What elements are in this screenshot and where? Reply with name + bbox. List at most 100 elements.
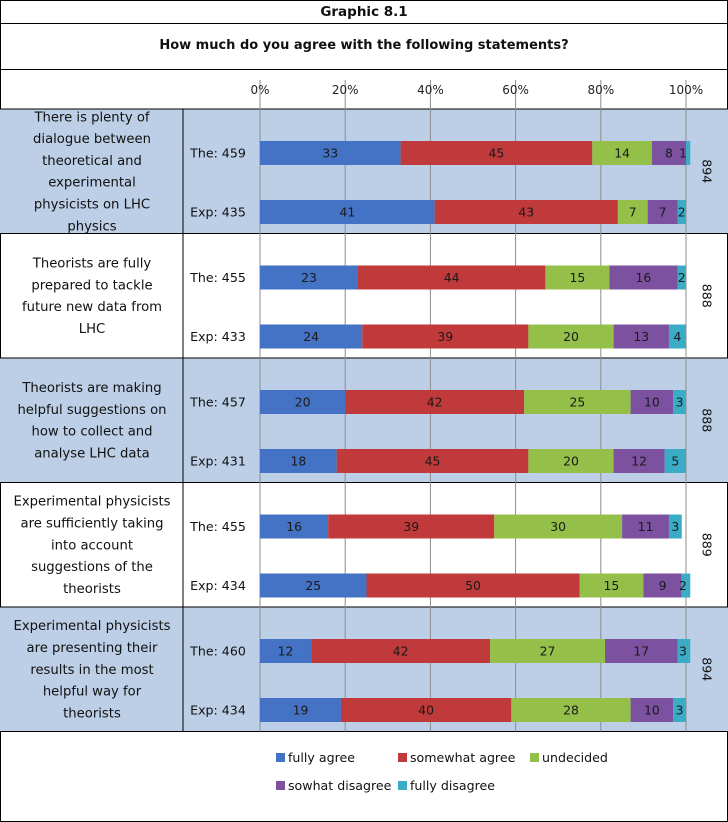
bar-segment (664, 449, 686, 473)
bar-value-label: 12 (631, 454, 647, 469)
bar-value-label: 14 (614, 146, 630, 161)
row-label: The: 455 (189, 519, 246, 534)
bar-value-label: 7 (629, 205, 637, 220)
bar-segment (673, 698, 686, 722)
group-total: 894 (700, 159, 715, 183)
bar-segment (260, 265, 358, 290)
bar-segment (677, 639, 691, 663)
bar-segment (260, 449, 337, 473)
bar-segment (362, 324, 529, 349)
bar-segment (668, 324, 686, 349)
bar-value-label: 1 (679, 146, 687, 161)
bar-value-label: 3 (671, 519, 679, 534)
chart-subtitle: How much do you agree with the following… (0, 24, 728, 70)
bar-value-label: 39 (437, 329, 453, 344)
bar-value-label: 20 (563, 329, 579, 344)
chart-title: Graphic 8.1 (0, 0, 728, 24)
bar-value-label: 24 (303, 329, 319, 344)
question-text: Theorists are fully prepared to tackle fut… (22, 257, 162, 337)
question-text-line: theoretical and (42, 154, 142, 169)
legend-label: fully agree (288, 750, 355, 765)
question-text-line: how to collect and (31, 425, 152, 440)
bar-segment (673, 390, 686, 414)
bar-value-label: 23 (301, 270, 317, 285)
question-text-line: Theorists are making (21, 381, 161, 396)
bar-value-label: 33 (322, 146, 338, 161)
legend-swatch (530, 753, 539, 762)
bar-value-label: 42 (427, 395, 443, 410)
bar-value-label: 41 (339, 205, 355, 220)
bar-segment (613, 449, 665, 473)
question-text-line: Experimental physicists (13, 619, 170, 634)
bar-segment (617, 200, 648, 224)
legend-swatch (398, 781, 407, 790)
question-text-line: experimental (48, 176, 136, 191)
row-label: The: 455 (189, 270, 246, 285)
bar-segment (681, 573, 691, 598)
bar-value-label: 9 (659, 578, 667, 593)
bar-value-label: 7 (659, 205, 667, 220)
bar-value-label: 25 (569, 395, 585, 410)
bar-segment (524, 390, 631, 414)
bar-value-label: 27 (540, 644, 556, 659)
bar-value-label: 28 (563, 703, 579, 718)
bar-segment (609, 265, 678, 290)
group-total: 889 (700, 533, 715, 557)
legend-label: fully disagree (410, 778, 495, 793)
question-text-line: future new data from (22, 300, 162, 315)
bar-segment (494, 514, 623, 539)
bar-value-label: 12 (278, 644, 294, 659)
row-label: Exp: 433 (190, 329, 246, 344)
bar-segment (260, 390, 346, 414)
bar-segment (260, 639, 312, 663)
row-label: The: 460 (189, 644, 246, 659)
bar-segment (677, 200, 686, 224)
legend-swatch (276, 781, 285, 790)
question-text-line: Experimental physicists (13, 495, 170, 510)
row-label: The: 457 (189, 395, 246, 410)
bar-value-label: 19 (293, 703, 309, 718)
x-tick-label: 100% (669, 83, 703, 97)
question-text-line: theorists (63, 582, 121, 597)
bar-value-label: 11 (638, 519, 654, 534)
bar-segment (528, 324, 614, 349)
bar-value-label: 17 (633, 644, 649, 659)
question-text-line: physics (67, 219, 116, 234)
question-text: Theorists are making helpful suggestions … (17, 381, 166, 461)
bar-value-label: 2 (679, 578, 687, 593)
legend-swatch (276, 753, 285, 762)
bar-value-label: 44 (444, 270, 460, 285)
bar-segment (647, 200, 678, 224)
bar-segment (668, 514, 682, 539)
bar-value-label: 45 (489, 146, 505, 161)
bar-segment (260, 141, 401, 165)
bar-segment (592, 141, 652, 165)
bar-segment (622, 514, 669, 539)
legend-label: somewhat agree (410, 750, 516, 765)
bar-value-label: 10 (644, 703, 660, 718)
bar-value-label: 2 (678, 270, 686, 285)
x-tick-label: 40% (417, 83, 444, 97)
bar-value-label: 30 (550, 519, 566, 534)
row-label: Exp: 431 (190, 454, 246, 469)
row-label: Exp: 435 (190, 205, 246, 220)
bar-segment (605, 639, 678, 663)
bar-segment (434, 200, 618, 224)
bar-segment (357, 265, 546, 290)
bar-segment (400, 141, 593, 165)
bar-value-label: 10 (644, 395, 660, 410)
bar-segment (260, 200, 435, 224)
bar-segment (686, 141, 691, 165)
question-text-line: suggestions of the (31, 560, 153, 575)
bar-value-label: 45 (425, 454, 441, 469)
bar-value-label: 8 (665, 146, 673, 161)
question-text: Experimental physicists are sufficiently … (13, 495, 170, 597)
row-label: Exp: 434 (190, 703, 246, 718)
bar-segment (528, 449, 614, 473)
question-text-line: into account (51, 538, 133, 553)
question-text-line: helpful suggestions on (17, 403, 166, 418)
row-label: The: 459 (189, 146, 246, 161)
bar-value-label: 4 (674, 329, 682, 344)
x-tick-label: 20% (332, 83, 359, 97)
